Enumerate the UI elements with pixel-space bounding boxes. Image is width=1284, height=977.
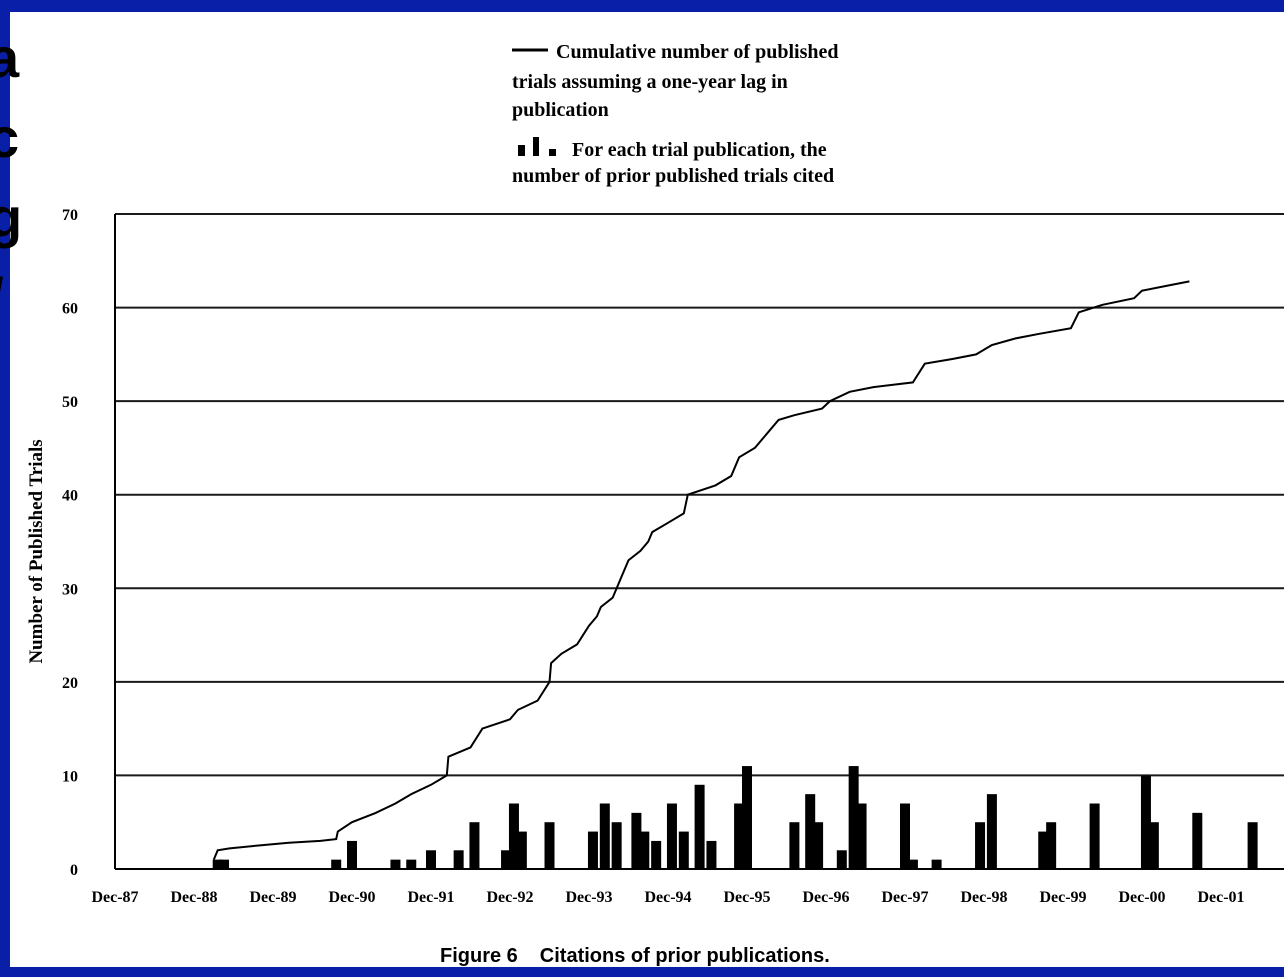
- y-tick-label: 10: [62, 768, 78, 785]
- cropped-char: /: [0, 270, 4, 326]
- bar: [734, 803, 745, 869]
- y-tick-label: 40: [62, 488, 78, 505]
- bar: [975, 822, 986, 869]
- bar: [742, 766, 752, 869]
- bar: [848, 766, 859, 869]
- x-tick-label: Dec-98: [960, 889, 1007, 906]
- x-tick-label: Dec-94: [644, 889, 691, 906]
- bar: [651, 840, 662, 869]
- cropped-char: a: [0, 26, 20, 89]
- bar: [789, 822, 800, 869]
- bar: [508, 803, 519, 869]
- y-axis-title: Number of Published Trials: [26, 439, 47, 663]
- bar: [931, 859, 942, 869]
- bar: [900, 803, 910, 869]
- figure-number: Figure 6: [440, 945, 518, 967]
- x-tick-label: Dec-88: [170, 889, 217, 906]
- chart-frame: acg / 0 10 20 30 40 50 60 70 Dec-87 Dec-88 Dec-89 De…: [0, 12, 1284, 967]
- y-tick-label: 70: [62, 207, 78, 224]
- chart-svg: 0 10 20 30 40 50 60 70 Dec-87 Dec-88 Dec-89 Dec-90 D…: [26, 41, 1284, 967]
- bar: [631, 812, 642, 869]
- cropped-char: g: [0, 186, 23, 249]
- x-tick-label: Dec-95: [723, 889, 770, 906]
- x-tick-label: Dec-92: [486, 889, 533, 906]
- bar: [678, 831, 689, 869]
- bar: [666, 803, 677, 869]
- bar: [453, 850, 464, 869]
- bar: [639, 831, 650, 869]
- legend-bar-symbol: [549, 149, 556, 156]
- legend-text: trials assuming a one-year lag in: [512, 71, 788, 93]
- x-tick-label: Dec-91: [407, 889, 454, 906]
- bar: [1247, 822, 1258, 869]
- bar: [1192, 812, 1203, 869]
- bar: [1046, 822, 1057, 869]
- bar: [426, 850, 436, 869]
- bar: [390, 859, 401, 869]
- bar: [611, 822, 622, 869]
- x-tick-label: Dec-01: [1197, 889, 1244, 906]
- bar: [501, 850, 512, 869]
- x-tick-label: Dec-90: [328, 889, 375, 906]
- y-tick-label: 50: [62, 394, 78, 411]
- cropped-left-text: acg /: [0, 12, 40, 372]
- legend-bar-symbol: [533, 137, 539, 156]
- bar: [1140, 775, 1151, 869]
- bar: [706, 840, 717, 869]
- bar: [1089, 803, 1100, 869]
- bar: [212, 859, 223, 869]
- x-tick-label: Dec-89: [249, 889, 296, 906]
- x-tick-label: Dec-93: [565, 889, 612, 906]
- x-tick-label: Dec-97: [881, 889, 928, 906]
- bar: [813, 822, 824, 869]
- x-tick-label: Dec-87: [91, 889, 138, 906]
- cumulative-line: [212, 280, 1190, 860]
- bar: [599, 803, 610, 869]
- bar: [347, 840, 357, 869]
- y-tick-label: 0: [70, 862, 78, 879]
- bar: [516, 831, 527, 869]
- bar: [986, 794, 997, 869]
- y-tick-label: 20: [62, 675, 78, 692]
- x-tick-label: Dec-99: [1039, 889, 1086, 906]
- bar: [544, 822, 555, 869]
- bar: [1148, 822, 1159, 869]
- x-tick-label: Dec-00: [1118, 889, 1165, 906]
- bar: [331, 859, 342, 869]
- legend-text: number of prior published trials cited: [512, 165, 834, 187]
- figure-caption: Figure 6 Citations of prior publications.: [440, 945, 830, 967]
- bar: [406, 859, 417, 869]
- x-tick-label: Dec-96: [802, 889, 849, 906]
- bar: [219, 859, 230, 869]
- legend-text: Cumulative number of published: [556, 41, 838, 63]
- legend-bar-symbol: [518, 145, 525, 156]
- legend-text: publication: [512, 99, 609, 121]
- bar: [836, 850, 847, 869]
- figure-caption-text: Citations of prior publications.: [540, 945, 830, 967]
- bar: [694, 784, 705, 869]
- bar: [907, 859, 918, 869]
- bar: [469, 822, 480, 869]
- cropped-char: c: [0, 106, 20, 169]
- y-tick-label: 30: [62, 581, 78, 598]
- legend-text: For each trial publication, the: [572, 139, 827, 161]
- bar: [805, 794, 816, 869]
- bar: [856, 803, 867, 869]
- bar: [1038, 831, 1049, 869]
- y-tick-label: 60: [62, 301, 78, 318]
- bar: [587, 831, 598, 869]
